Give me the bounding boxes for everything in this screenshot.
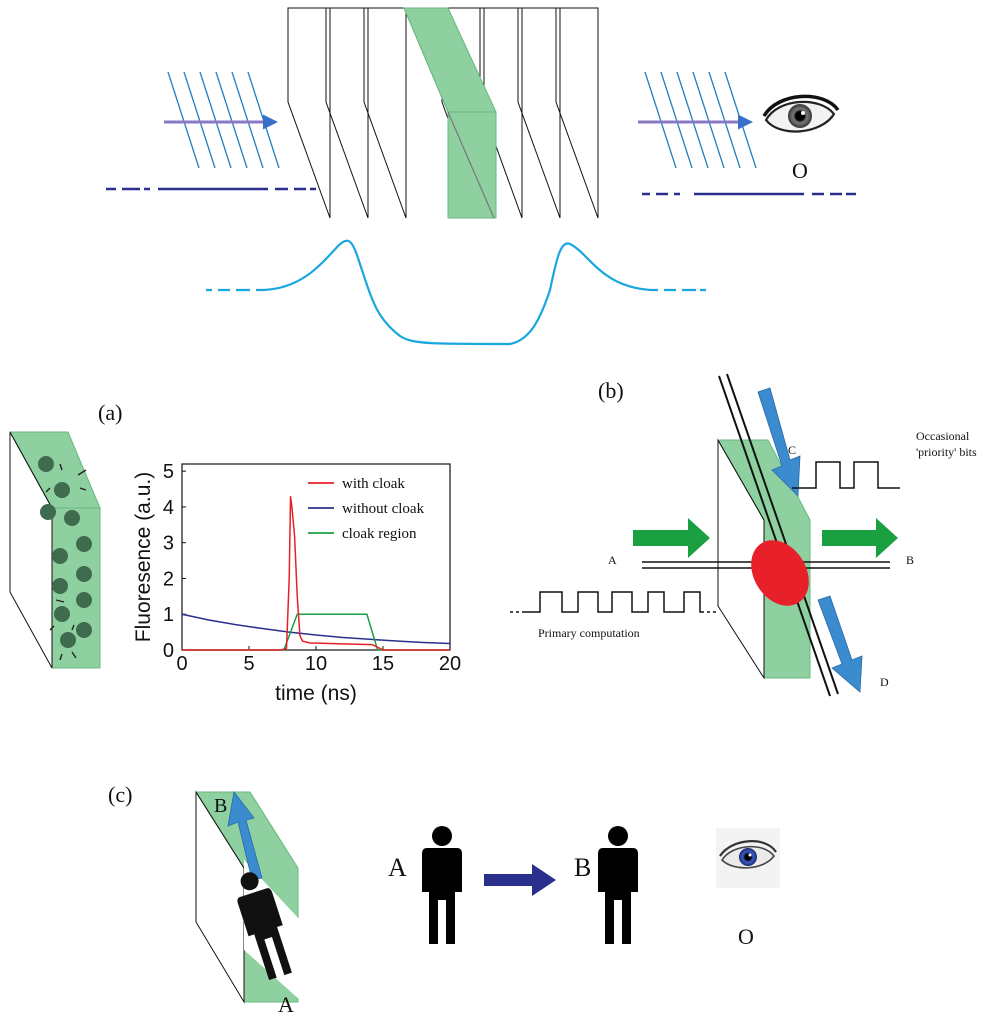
panel-a: (a) — [9, 400, 461, 705]
x-axis-label: time (ns) — [275, 682, 357, 705]
interaction-region — [751, 540, 809, 606]
priority-text-line2: 'priority' bits — [916, 445, 977, 459]
observer-label-top: O — [792, 158, 808, 183]
chart-lines — [181, 496, 451, 651]
priority-text-line1: Occasional — [916, 429, 970, 443]
x-tick-label: 15 — [372, 653, 394, 675]
y-tick-label: 4 — [163, 497, 174, 519]
legend-label: cloak region — [342, 526, 417, 542]
label-c: C — [788, 443, 796, 457]
chart-legend: with cloak without cloak cloak region — [308, 476, 425, 542]
fluorescence-chart: 0 5 10 15 20 0 1 2 3 4 5 with cloak without cloak cl… — [132, 461, 461, 705]
x-tick-label: 0 — [176, 653, 187, 675]
person-b-label: B — [574, 853, 591, 882]
priority-bits-waveform — [792, 461, 900, 489]
top-panel: O — [106, 7, 856, 346]
person-a-label: A — [388, 853, 407, 882]
panel-c: (c) B A A B — [108, 782, 780, 1017]
cloak-slab-top — [403, 7, 497, 219]
panel-b-label: (b) — [598, 378, 624, 403]
label-b: B — [906, 553, 914, 567]
observer-eye-icon — [716, 828, 780, 888]
path-arrow-icon — [227, 791, 263, 881]
arrow-a-in — [633, 518, 710, 558]
arrow-b-out — [822, 518, 898, 558]
x-tick-label: 10 — [305, 653, 327, 675]
pulse-curve — [206, 239, 706, 346]
person-a-icon — [422, 826, 462, 944]
y-tick-label: 2 — [163, 568, 174, 590]
primary-text: Primary computation — [538, 626, 640, 640]
priority-channel — [718, 373, 839, 697]
legend-label: with cloak — [342, 476, 405, 492]
observer-label-c: O — [738, 924, 754, 949]
series-line-with-cloak — [182, 496, 450, 651]
transport-arrow — [484, 864, 556, 896]
x-tick-label: 5 — [243, 653, 254, 675]
slanted-person-icon — [237, 872, 292, 981]
label-a: A — [608, 553, 617, 567]
slab-stack — [287, 7, 599, 219]
outgoing-wavefronts — [644, 71, 757, 169]
label-d: D — [880, 675, 889, 689]
legend-label: without cloak — [342, 501, 425, 517]
series-line-without-cloak — [181, 613, 451, 645]
person-b-icon — [598, 826, 638, 944]
primary-waveform — [510, 591, 716, 613]
slab-label-a: A — [278, 992, 294, 1017]
incoming-wavefronts — [167, 71, 280, 169]
y-tick-label: 1 — [163, 604, 174, 626]
panel-b: (b) A B C — [510, 373, 977, 697]
panel-c-label: (c) — [108, 782, 132, 807]
series-line-cloak-region — [182, 613, 450, 651]
slab-label-b: B — [214, 795, 227, 817]
panel-a-label: (a) — [98, 400, 122, 425]
molecule-dots — [38, 456, 92, 648]
emission-rays — [45, 463, 87, 661]
y-tick-label: 0 — [163, 640, 174, 662]
y-tick-label: 3 — [163, 533, 174, 555]
x-tick-label: 20 — [439, 653, 461, 675]
y-tick-label: 5 — [163, 461, 174, 483]
arrow-c-in — [757, 387, 801, 497]
y-axis-label: Fluoresence (a.u.) — [132, 472, 155, 642]
chart-ticks: 0 5 10 15 20 0 1 2 3 4 5 — [163, 461, 461, 675]
arrow-d-out — [817, 595, 863, 693]
eye-icon — [762, 94, 840, 133]
